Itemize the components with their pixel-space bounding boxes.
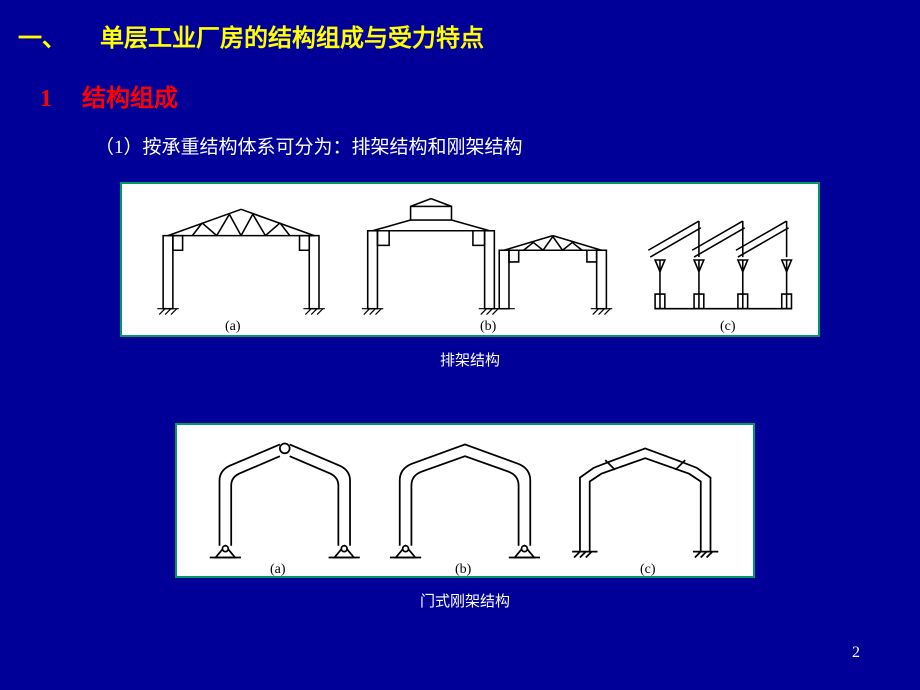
figure-1-caption: 排架结构 bbox=[120, 349, 820, 370]
figure-1-sublabel-a: (a) bbox=[225, 319, 241, 335]
heading2-prefix: 1 bbox=[40, 86, 52, 112]
figure-2-diagram bbox=[177, 425, 753, 576]
figure-2-sublabel-b: (b) bbox=[455, 562, 471, 578]
page-number: 2 bbox=[852, 644, 860, 662]
figure-2-sublabel-a: (a) bbox=[270, 562, 286, 578]
figure-2-caption: 门式刚架结构 bbox=[175, 590, 755, 611]
heading-level-2: 1 结构组成 bbox=[40, 78, 178, 113]
figure-1-box bbox=[120, 182, 820, 337]
heading-level-3: （1）按承重结构体系可分为：排架结构和刚架结构 bbox=[95, 132, 523, 159]
heading1-prefix: 一、 bbox=[18, 26, 66, 52]
slide: 一、 单层工业厂房的结构组成与受力特点 1 结构组成 （1）按承重结构体系可分为… bbox=[0, 0, 920, 690]
figure-2-sublabel-c: (c) bbox=[640, 562, 656, 578]
heading3-text: （1）按承重结构体系可分为：排架结构和刚架结构 bbox=[95, 137, 523, 158]
figure-1-diagram bbox=[122, 184, 818, 335]
heading-level-1: 一、 单层工业厂房的结构组成与受力特点 bbox=[18, 18, 484, 53]
figure-2-box bbox=[175, 423, 755, 578]
figure-1-sublabel-c: (c) bbox=[720, 319, 736, 335]
heading1-text: 单层工业厂房的结构组成与受力特点 bbox=[100, 26, 484, 52]
heading2-text: 结构组成 bbox=[82, 86, 178, 112]
figure-1-sublabel-b: (b) bbox=[480, 319, 496, 335]
